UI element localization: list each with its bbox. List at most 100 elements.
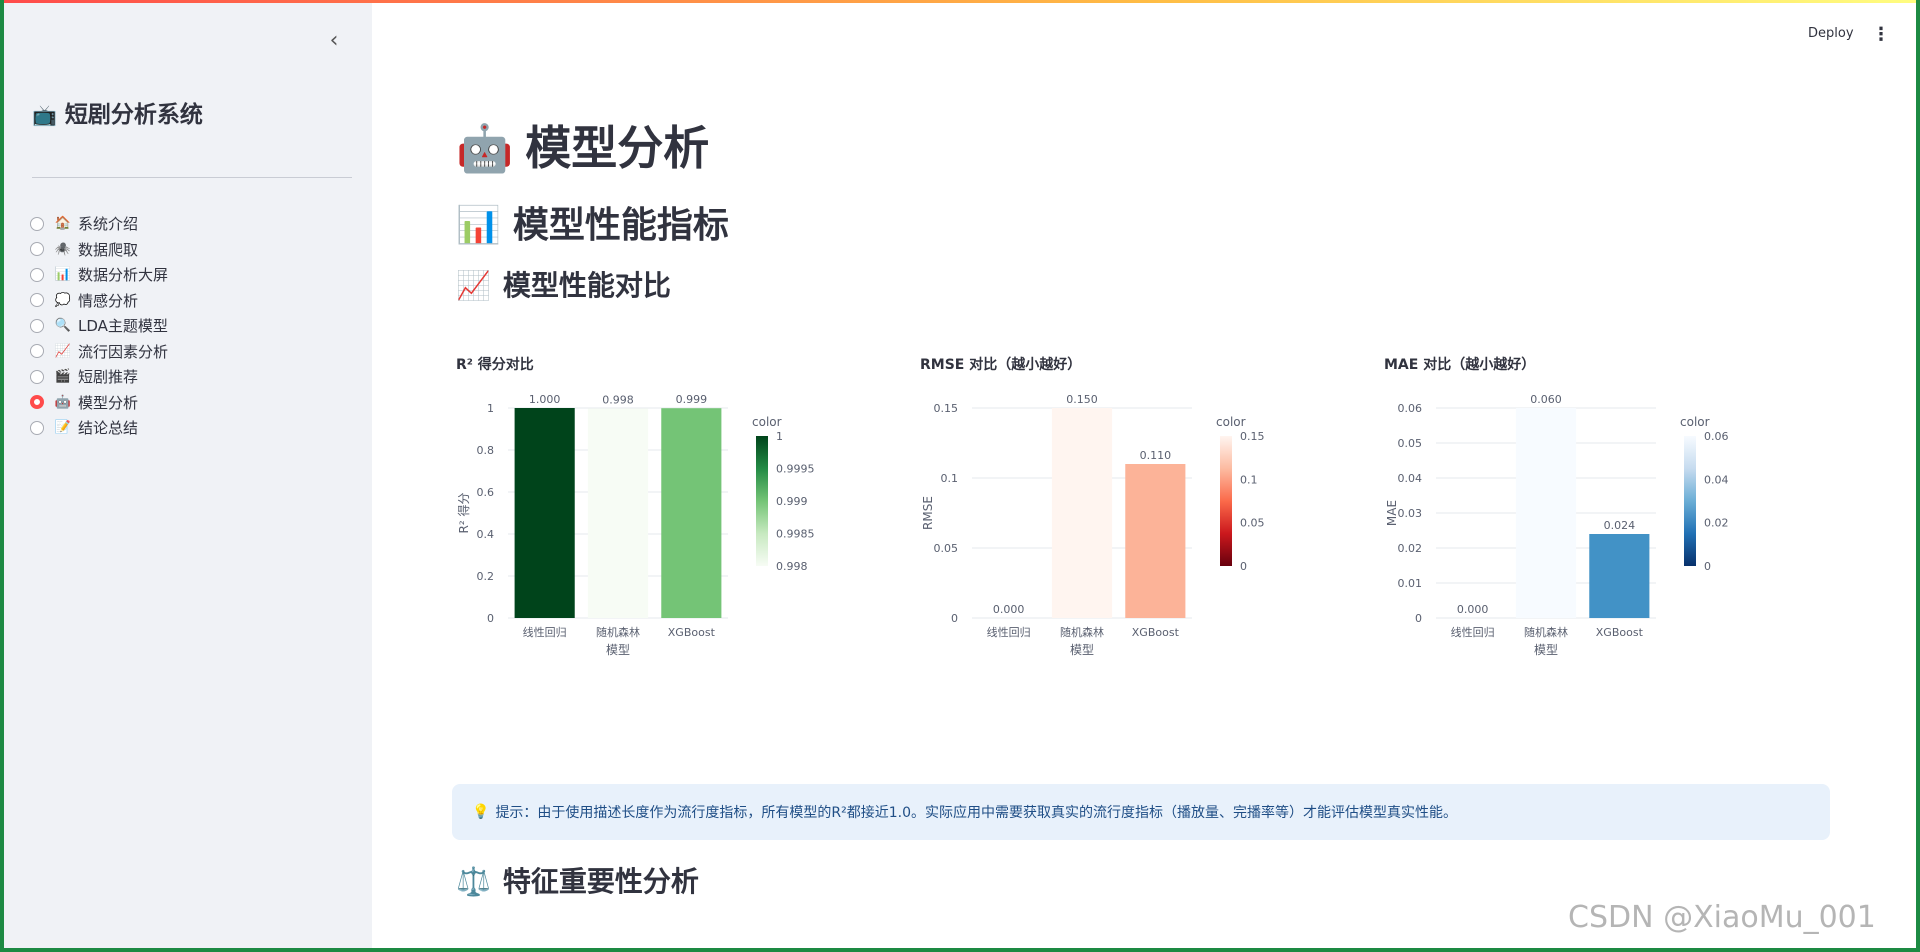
y-tick-label: 0.06	[1398, 402, 1423, 415]
sidebar-nav-item[interactable]: 🔍 LDA主题模型	[30, 313, 168, 339]
kebab-menu-icon[interactable]: ⋮	[1872, 24, 1890, 45]
page-title-text: 模型分析	[525, 121, 710, 175]
sidebar-nav-item[interactable]: 💭 情感分析	[30, 288, 168, 314]
radio-button[interactable]	[30, 420, 44, 435]
radio-button[interactable]	[30, 369, 44, 384]
nav-item-icon: 🤖	[54, 394, 72, 410]
x-tick-label: 随机森林	[596, 625, 640, 639]
y-tick-label: 0.2	[477, 570, 495, 583]
sidebar-nav-item[interactable]: 🤖 模型分析	[30, 390, 168, 416]
colorbar-tick-label: 0.9985	[776, 528, 815, 541]
y-tick-label: 0.04	[1398, 472, 1423, 485]
colorbar-tick-label: 0.999	[776, 495, 808, 508]
y-tick-label: 0.1	[941, 472, 959, 485]
collapse-sidebar-button[interactable]: ‹	[322, 29, 346, 53]
chart-title: R² 得分对比	[456, 357, 534, 373]
radio-button[interactable]	[30, 395, 44, 410]
nav-item-label: 模型分析	[78, 393, 139, 412]
bar-value-label: 0.024	[1604, 519, 1636, 532]
sidebar-nav-item[interactable]: 🕷️ 数据爬取	[30, 237, 168, 263]
y-tick-label: 0	[951, 612, 958, 625]
colorbar-tick-label: 0.05	[1240, 517, 1265, 530]
sidebar-divider	[32, 177, 352, 178]
x-axis-label: 模型	[606, 643, 630, 657]
radio-button[interactable]	[30, 242, 44, 257]
x-axis-label: 模型	[1534, 643, 1558, 657]
section-title: 📊 模型性能指标	[456, 196, 729, 248]
colorbar-tick-label: 0	[1240, 560, 1247, 573]
chevron-left-icon: ‹	[329, 28, 339, 53]
sidebar-nav-item[interactable]: 🏠 系统介绍	[30, 211, 168, 237]
nav-item-icon: 📝	[54, 420, 72, 436]
colorbar-tick-label: 0.15	[1240, 430, 1265, 443]
y-tick-label: 1	[487, 402, 494, 415]
bar	[1125, 464, 1186, 618]
balance-scale-icon: ⚖️	[456, 865, 491, 898]
sidebar-nav-item[interactable]: 📝 结论总结	[30, 415, 168, 441]
radio-button[interactable]	[30, 293, 44, 308]
mae-chart-svg[interactable]: 0 0.01 0.02 0.03 0.04 0.05 0.06 MAE 模型 0.000 线性回归 0…	[1384, 384, 1824, 744]
watermark: CSDN @XiaoMu_001	[1568, 900, 1876, 935]
info-alert: 💡 提示：由于使用描述长度作为流行度指标，所有模型的R²都接近1.0。实际应用中…	[452, 784, 1830, 840]
bar	[587, 408, 649, 618]
radio-button[interactable]	[30, 216, 44, 231]
sidebar-nav-item[interactable]: 📊 数据分析大屏	[30, 262, 168, 288]
bar-value-label: 0.999	[676, 393, 708, 406]
y-tick-label: 0.8	[477, 444, 495, 457]
nav-item-icon: 📊	[54, 267, 72, 283]
sidebar: ‹ 📺 短剧分析系统 🏠 系统介绍 🕷️ 数据爬取 📊 数据分析大屏 💭 情感分析 🔍 LDA主题模…	[4, 3, 372, 948]
rmse-chart-svg[interactable]: 00.050.10.15RMSE模型0.000线性回归0.150随机森林0.11…	[920, 384, 1360, 744]
nav-item-icon: 🏠	[54, 216, 72, 232]
trend-chart-icon: 📈	[456, 269, 491, 302]
nav-item-label: 情感分析	[78, 291, 139, 310]
nav-item-icon: 💭	[54, 292, 72, 308]
chart-title: RMSE 对比（越小越好）	[920, 357, 1082, 373]
colorbar-title: color	[752, 415, 782, 429]
nav-item-label: 短剧推荐	[78, 368, 139, 387]
y-tick-label: 0.6	[477, 486, 495, 499]
sidebar-nav-item[interactable]: 📈 流行因素分析	[30, 339, 168, 365]
bar-value-label: 0.110	[1140, 449, 1172, 462]
x-tick-label: 随机森林	[1060, 625, 1104, 639]
nav-item-label: 数据分析大屏	[78, 266, 169, 285]
nav-item-icon: 🕷️	[54, 241, 72, 257]
robot-icon: 🤖	[456, 121, 514, 175]
sidebar-nav-item[interactable]: 🎬 短剧推荐	[30, 364, 168, 390]
bar-value-label: 0.060	[1530, 393, 1562, 406]
sidebar-nav: 🏠 系统介绍 🕷️ 数据爬取 📊 数据分析大屏 💭 情感分析 🔍 LDA主题模型 📈 流行因素分析 🎬 短…	[30, 211, 168, 441]
deploy-button[interactable]: Deploy	[1808, 26, 1854, 41]
x-tick-label: XGBoost	[1596, 626, 1644, 639]
bar-value-label: 0.000	[1457, 603, 1489, 616]
y-tick-label: 0.02	[1398, 542, 1423, 555]
tv-icon: 📺	[32, 103, 57, 127]
colorbar-tick-label: 0.02	[1704, 517, 1729, 530]
section-title-text: 模型性能指标	[512, 205, 729, 246]
colorbar-tick-label: 1	[776, 430, 783, 443]
colorbar-title: color	[1680, 415, 1710, 429]
bar	[1515, 408, 1577, 618]
sidebar-title: 📺 短剧分析系统	[32, 95, 203, 129]
bar-value-label: 0.150	[1066, 393, 1098, 406]
radio-button[interactable]	[30, 344, 44, 359]
y-tick-label: 0.15	[934, 402, 959, 415]
rmse-chart: RMSE 对比（越小越好） 0 0.05 0.1 0.15 RMSE 模型 0.000 线性回…	[920, 344, 1360, 744]
colorbar	[1220, 436, 1232, 566]
x-tick-label: XGBoost	[668, 626, 716, 639]
y-tick-label: 0.05	[1398, 437, 1423, 450]
radio-button[interactable]	[30, 267, 44, 282]
radio-button[interactable]	[30, 318, 44, 333]
feature-importance-title: ⚖️ 特征重要性分析	[456, 860, 699, 900]
bar-value-label: 0.000	[993, 603, 1024, 616]
colorbar-tick-label: 0.06	[1704, 430, 1729, 443]
y-tick-label: 0	[487, 612, 494, 625]
y-tick-label: 0.01	[1398, 577, 1423, 590]
page-title: 🤖 模型分析	[456, 112, 709, 178]
lightbulb-icon: 💡	[472, 804, 490, 820]
mae-chart: MAE 对比（越小越好） 0 0.01 0.02 0.03 0.04 0.05 0.06 MA…	[1384, 344, 1824, 744]
info-alert-text: 提示：由于使用描述长度作为流行度指标，所有模型的R²都接近1.0。实际应用中需要…	[495, 805, 1458, 821]
subsection-title: 📈 模型性能对比	[456, 264, 671, 304]
nav-item-label: 结论总结	[78, 419, 139, 438]
bar-value-label: 1.000	[529, 393, 561, 406]
colorbar-tick-label: 0	[1704, 560, 1711, 573]
